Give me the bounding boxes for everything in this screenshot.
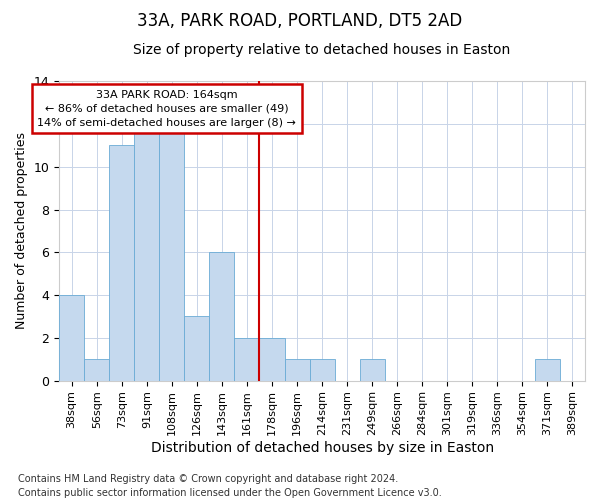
Bar [109,146,134,380]
Text: 33A, PARK ROAD, PORTLAND, DT5 2AD: 33A, PARK ROAD, PORTLAND, DT5 2AD [137,12,463,30]
Bar [84,359,109,380]
Bar [59,295,84,380]
Bar [134,124,160,380]
Bar [310,359,335,380]
Bar [209,252,235,380]
Bar [184,316,209,380]
Bar [359,359,385,380]
Bar [235,338,259,380]
Y-axis label: Number of detached properties: Number of detached properties [15,132,28,330]
Bar [160,124,184,380]
Bar [259,338,284,380]
X-axis label: Distribution of detached houses by size in Easton: Distribution of detached houses by size … [151,441,494,455]
Bar [535,359,560,380]
Text: 33A PARK ROAD: 164sqm
← 86% of detached houses are smaller (49)
14% of semi-deta: 33A PARK ROAD: 164sqm ← 86% of detached … [37,90,296,128]
Text: Contains HM Land Registry data © Crown copyright and database right 2024.
Contai: Contains HM Land Registry data © Crown c… [18,474,442,498]
Bar [284,359,310,380]
Title: Size of property relative to detached houses in Easton: Size of property relative to detached ho… [133,42,511,56]
